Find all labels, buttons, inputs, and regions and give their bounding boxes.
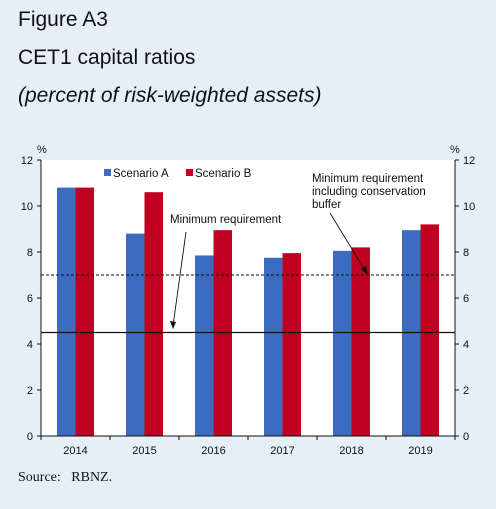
bar-scenario-b-2015	[144, 192, 163, 436]
x-tick-label: 2018	[339, 445, 363, 457]
y-tick-label-right: 12	[463, 155, 475, 167]
x-tick-label: 2015	[132, 445, 156, 457]
chart-subtitle: (percent of risk-weighted assets)	[18, 84, 322, 107]
x-tick-label: 2016	[201, 445, 225, 457]
buffer-arrow-head	[361, 266, 368, 275]
minimum-arrow-head	[170, 321, 176, 329]
y-tick-label-left: 4	[27, 339, 33, 351]
buffer-arrow-line	[329, 212, 367, 273]
y-tick-label-right: 8	[463, 247, 469, 259]
bar-scenario-b-2017	[282, 253, 301, 436]
y-tick-label-right: 0	[463, 431, 469, 443]
legend-label-scenario-b: Scenario B	[195, 168, 252, 180]
y-tick-label-right: 10	[463, 201, 475, 213]
conservation-buffer-annotation: Minimum requirement	[312, 173, 424, 185]
bar-scenario-a-2017	[264, 257, 283, 436]
y-tick-label-left: 10	[21, 201, 33, 213]
bar-scenario-b-2019	[420, 224, 439, 436]
x-tick-label: 2019	[408, 445, 432, 457]
x-tick-label: 2014	[63, 445, 87, 457]
y-tick-label-left: 6	[27, 293, 33, 305]
bar-scenario-b-2014	[75, 187, 94, 436]
y-tick-label-left: 12	[21, 155, 33, 167]
bar-scenario-a-2018	[333, 250, 352, 436]
conservation-buffer-annotation: including conservation	[312, 186, 426, 198]
chart-title: CET1 capital ratios	[18, 46, 196, 69]
y-tick-label-left: 8	[27, 247, 33, 259]
bar-scenario-a-2015	[126, 233, 145, 436]
y-unit-left: %	[37, 144, 47, 156]
y-tick-label-left: 2	[27, 385, 33, 397]
y-tick-label-left: 0	[27, 431, 33, 443]
y-unit-right: %	[450, 144, 460, 156]
conservation-buffer-annotation: buffer	[312, 199, 341, 211]
bar-scenario-a-2014	[57, 187, 76, 436]
legend-swatch-scenario-a	[104, 169, 111, 176]
plot-area	[41, 160, 455, 436]
minimum-requirement-annotation: Minimum requirement	[170, 214, 282, 226]
bar-scenario-a-2016	[195, 255, 214, 436]
legend-swatch-scenario-b	[186, 169, 193, 176]
y-tick-label-right: 6	[463, 293, 469, 305]
x-tick-label: 2017	[270, 445, 294, 457]
y-tick-label-right: 4	[463, 339, 469, 351]
bar-scenario-b-2018	[351, 247, 370, 436]
source-note: Source: RBNZ.	[18, 470, 113, 485]
y-tick-label-right: 2	[463, 385, 469, 397]
legend-label-scenario-a: Scenario A	[113, 168, 169, 180]
figure-label: Figure A3	[18, 8, 108, 31]
minimum-arrow-line	[172, 231, 187, 327]
